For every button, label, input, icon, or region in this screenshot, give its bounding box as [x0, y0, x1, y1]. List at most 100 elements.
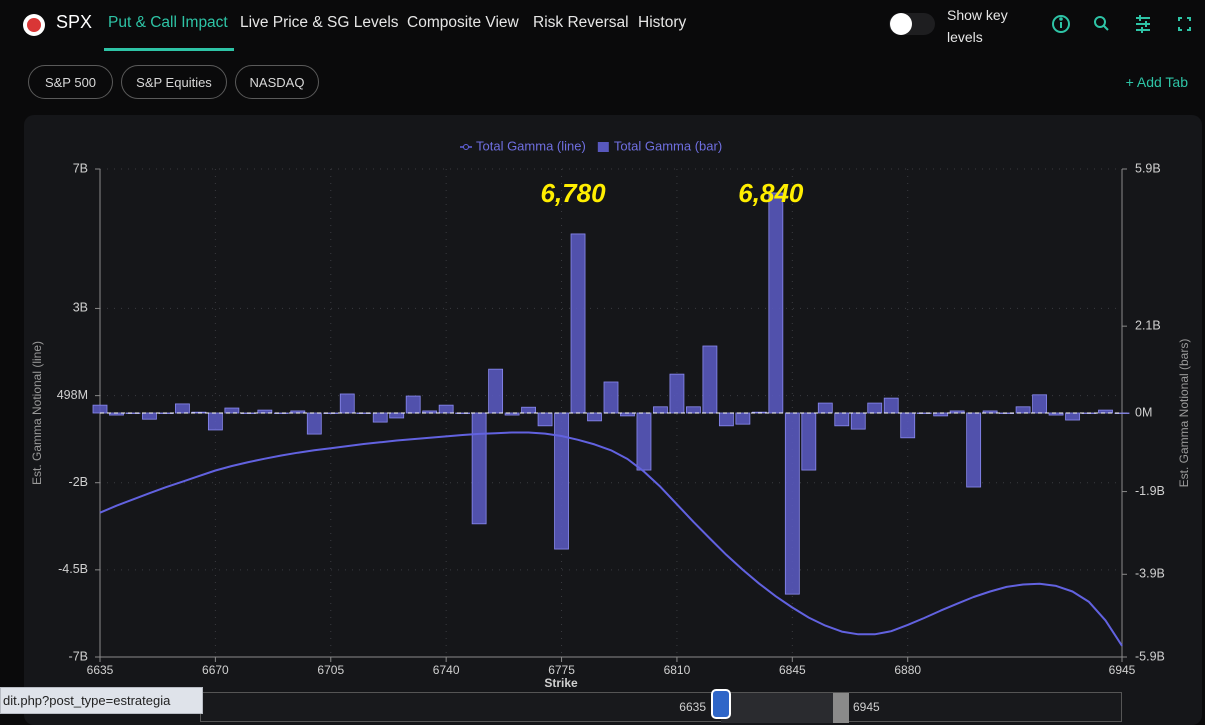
bar [636, 412, 652, 471]
bar [850, 412, 866, 430]
toggle[interactable] [889, 13, 935, 35]
legend-label: Total Gamma (line) [476, 138, 586, 153]
ticker[interactable]: SPX [56, 12, 93, 32]
y2-tick-label: 5.9B [1135, 161, 1161, 175]
x-tick-label: 6880 [894, 663, 921, 677]
y2-tick-label: -5.9B [1135, 649, 1165, 663]
bar [817, 402, 833, 414]
bar [207, 412, 223, 431]
bar [1098, 409, 1113, 414]
x-axis-label: Strike [544, 676, 578, 690]
bar [702, 345, 718, 414]
y-tick-label: -4.5B [58, 562, 88, 576]
toolbar-icons[interactable] [1048, 10, 1198, 38]
bar [570, 233, 586, 414]
x-tick-label: 6670 [202, 663, 229, 677]
bar [784, 412, 800, 595]
bar [603, 381, 619, 414]
bar [455, 412, 471, 414]
subtab[interactable]: S&P Equities [121, 65, 227, 99]
bar [718, 412, 734, 427]
y-tick-label: -2B [69, 475, 88, 489]
bar [1114, 412, 1130, 414]
bar [471, 412, 487, 525]
bar [175, 403, 190, 414]
x-tick-label: 6945 [1109, 663, 1136, 677]
bar [554, 412, 569, 550]
x-tick-label: 6810 [664, 663, 691, 677]
bar [1032, 394, 1047, 414]
y2-axis-label: Est. Gamma Notional (bars) [1177, 339, 1191, 488]
bar [405, 395, 421, 414]
range-from: 6635 [679, 700, 706, 714]
bar [735, 412, 751, 425]
x-tick-label: 6635 [87, 663, 114, 677]
bar [92, 404, 108, 414]
add-tab[interactable]: + Add Tab [1125, 74, 1188, 90]
tab[interactable]: Risk Reversal [533, 14, 629, 31]
status-url: dit.php?post_type=estrategia [0, 687, 203, 714]
x-tick-label: 6740 [433, 663, 460, 677]
y-axis-label: Est. Gamma Notional (line) [30, 341, 44, 485]
bar [224, 407, 240, 414]
y-tick-label: 7B [73, 161, 88, 175]
annotation: 6,840 [738, 178, 804, 208]
legend-swatch [463, 144, 469, 150]
line [99, 431, 1123, 647]
bar [768, 192, 784, 414]
range-to: 6945 [853, 700, 880, 714]
y2-tick-label: 2.1B [1135, 318, 1161, 332]
bar [125, 412, 141, 414]
tab[interactable]: Live Price & SG Levels [240, 14, 399, 31]
y2-tick-label: 0M [1135, 405, 1152, 419]
bar [1015, 406, 1031, 414]
bar [339, 393, 355, 414]
bar [537, 412, 553, 427]
bar [834, 412, 850, 427]
active-tab-indicator [104, 48, 234, 51]
x-tick-label: 6705 [317, 663, 344, 677]
tab[interactable]: History [638, 14, 687, 31]
bar [142, 412, 157, 420]
bar [883, 397, 899, 414]
legend-swatch [597, 142, 609, 152]
y-tick-label: 498M [57, 388, 88, 402]
bar [356, 412, 372, 414]
bar [323, 412, 339, 414]
bar [669, 373, 685, 414]
bar [653, 406, 668, 414]
bar [587, 412, 602, 422]
tab[interactable]: Put & Call Impact [108, 14, 228, 31]
bar [1065, 412, 1080, 421]
y-tick-label: -7B [69, 649, 88, 663]
bar [389, 412, 405, 419]
bar [372, 412, 388, 423]
x-tick-label: 6845 [779, 663, 806, 677]
logo[interactable] [22, 13, 46, 37]
x-tick-label: 6775 [548, 663, 575, 677]
y-tick-label: 3B [73, 301, 88, 315]
bar [438, 404, 454, 414]
y2-tick-label: -1.9B [1135, 484, 1165, 498]
legend-item[interactable]: Total Gamma (line) [460, 138, 586, 153]
bar [488, 368, 504, 414]
toggle-label: Show key levels [947, 7, 1008, 45]
bar [801, 412, 817, 471]
bar [306, 412, 322, 435]
subtab[interactable]: S&P 500 [28, 65, 113, 99]
bar [686, 406, 701, 414]
legend-label: Total Gamma (bar) [614, 138, 722, 153]
bar [273, 412, 289, 414]
subtab[interactable]: NASDAQ [235, 65, 319, 99]
bar [504, 412, 520, 416]
y2-tick-label: -3.9B [1135, 567, 1165, 581]
bar [966, 412, 982, 488]
tab[interactable]: Composite View [407, 14, 519, 31]
bar [521, 406, 536, 414]
bar [1048, 412, 1064, 416]
legend-item[interactable]: Total Gamma (bar) [597, 138, 722, 153]
bar [867, 402, 883, 414]
bar [900, 412, 916, 439]
